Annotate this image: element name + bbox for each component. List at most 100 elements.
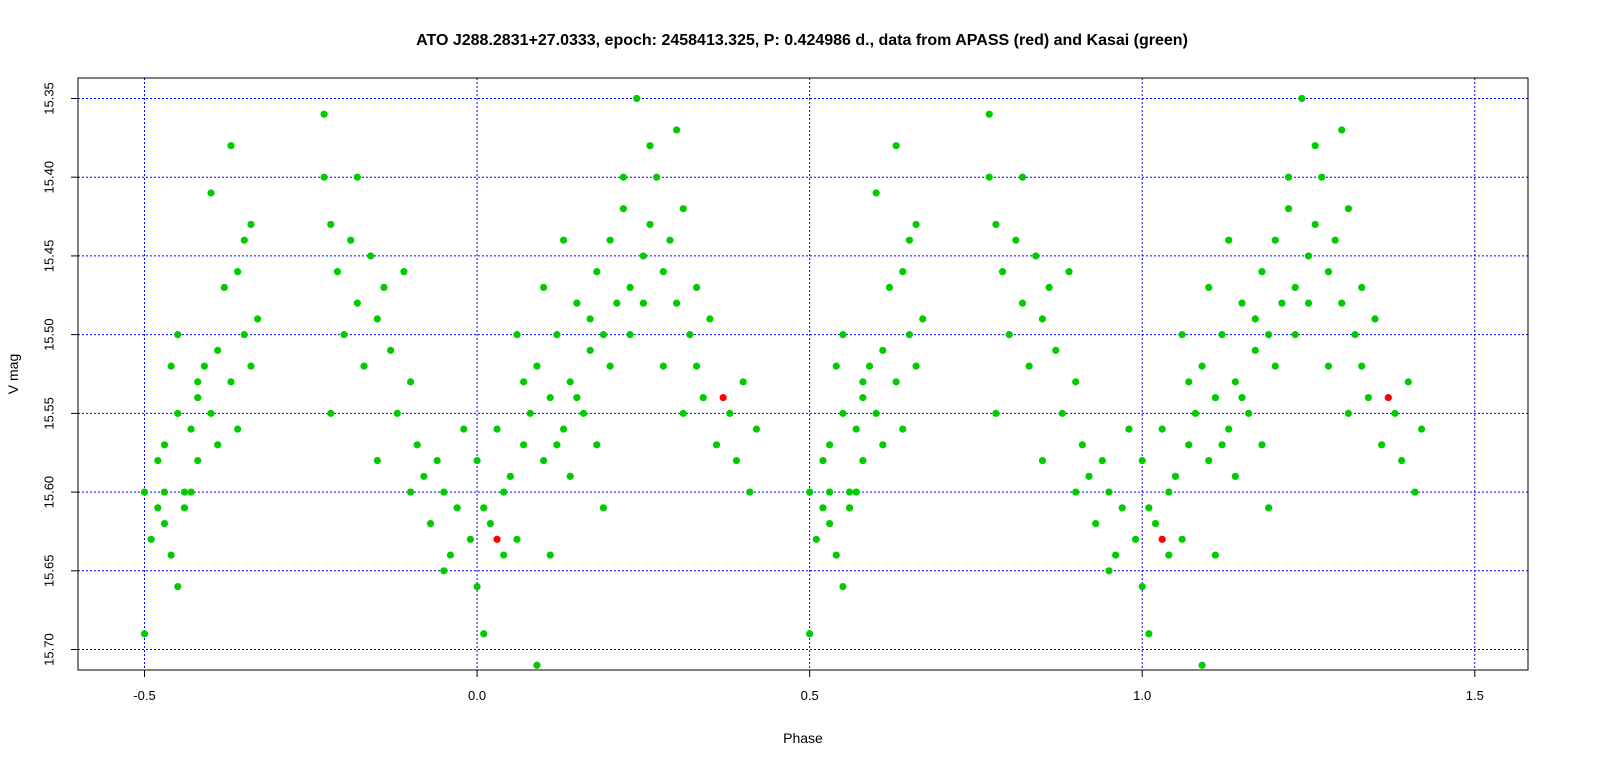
data-point xyxy=(919,315,927,323)
data-point xyxy=(1038,456,1047,465)
data-point xyxy=(373,456,381,465)
data-point xyxy=(1271,236,1279,244)
y-tick-label: 15.45 xyxy=(41,240,56,273)
data-point xyxy=(466,535,475,543)
data-point xyxy=(1225,236,1233,244)
data-point xyxy=(679,409,687,417)
chart-title: ATO J288.2831+27.0333, epoch: 2458413.32… xyxy=(416,32,1188,49)
data-point xyxy=(1185,378,1193,386)
data-point xyxy=(566,472,574,480)
data-point xyxy=(227,378,235,386)
data-point xyxy=(1358,362,1366,370)
data-point xyxy=(387,346,395,354)
data-point xyxy=(1185,441,1193,449)
data-point xyxy=(320,110,328,118)
data-point xyxy=(699,394,707,402)
data-point xyxy=(1112,551,1120,559)
data-point xyxy=(1351,331,1359,339)
data-point xyxy=(154,456,162,465)
data-point xyxy=(1205,456,1213,465)
data-point xyxy=(692,362,701,370)
data-point xyxy=(845,504,854,512)
data-point xyxy=(852,425,860,433)
data-point xyxy=(633,94,641,103)
data-point xyxy=(673,126,681,134)
data-point xyxy=(819,504,827,512)
plot-frame xyxy=(77,77,1529,671)
y-tick-label: 15.40 xyxy=(41,161,56,194)
data-point xyxy=(380,283,388,292)
data-point xyxy=(207,409,215,417)
data-point xyxy=(433,456,441,465)
data-point xyxy=(500,488,508,496)
data-point xyxy=(154,504,162,512)
data-point xyxy=(207,189,215,197)
data-point xyxy=(1391,409,1399,417)
data-point xyxy=(1218,441,1226,449)
data-point xyxy=(912,362,920,370)
data-point xyxy=(1092,519,1100,528)
data-point xyxy=(553,441,561,449)
x-tick-label: 0.5 xyxy=(801,688,819,703)
data-point xyxy=(626,331,634,339)
data-point xyxy=(426,519,435,528)
data-point xyxy=(1304,299,1313,307)
data-point xyxy=(240,236,248,244)
data-point xyxy=(1344,205,1353,213)
data-point xyxy=(187,425,195,433)
data-point xyxy=(639,299,647,307)
data-point xyxy=(214,441,222,449)
data-point xyxy=(1251,346,1259,354)
data-point xyxy=(1298,94,1306,103)
data-point xyxy=(1364,394,1372,402)
y-tick-label: 15.55 xyxy=(41,397,56,430)
data-point xyxy=(253,315,262,323)
x-tick-label: 0.0 xyxy=(468,688,486,703)
data-point xyxy=(1318,173,1326,181)
data-point xyxy=(194,394,202,402)
data-point xyxy=(1018,173,1027,181)
data-point xyxy=(227,142,235,150)
data-point xyxy=(1072,378,1080,386)
data-point xyxy=(573,299,581,307)
data-point xyxy=(573,394,581,402)
data-point xyxy=(446,551,455,559)
data-point xyxy=(859,394,867,402)
data-point xyxy=(1105,567,1113,575)
data-point xyxy=(566,378,574,386)
y-tick-label: 15.60 xyxy=(41,476,56,509)
data-point xyxy=(473,582,481,591)
data-point xyxy=(406,488,415,496)
data-point xyxy=(1165,551,1173,559)
y-tick-label: 15.65 xyxy=(41,555,56,588)
data-point xyxy=(147,535,155,543)
data-point xyxy=(1165,488,1173,496)
data-point xyxy=(712,441,721,449)
x-tick-label: 1.0 xyxy=(1133,688,1151,703)
data-point xyxy=(646,220,654,229)
data-point xyxy=(1398,456,1406,465)
data-point xyxy=(839,582,847,591)
data-point xyxy=(453,504,461,512)
data-point xyxy=(819,456,827,465)
data-point xyxy=(1032,252,1040,260)
data-point xyxy=(1138,582,1146,591)
data-point xyxy=(553,331,561,339)
data-point xyxy=(1025,362,1033,370)
data-point xyxy=(1012,236,1020,244)
data-point xyxy=(719,394,727,402)
data-point xyxy=(160,441,169,449)
data-point xyxy=(1131,535,1140,543)
data-point xyxy=(247,220,255,229)
data-point xyxy=(746,488,754,496)
data-point xyxy=(872,409,880,417)
data-point xyxy=(333,268,342,276)
data-point xyxy=(1178,535,1186,543)
data-point xyxy=(1378,441,1386,449)
data-point xyxy=(214,346,222,354)
data-point xyxy=(859,456,867,465)
data-point xyxy=(1251,315,1259,323)
data-point xyxy=(1178,331,1186,339)
data-point xyxy=(1245,409,1253,417)
data-point xyxy=(1284,205,1293,213)
